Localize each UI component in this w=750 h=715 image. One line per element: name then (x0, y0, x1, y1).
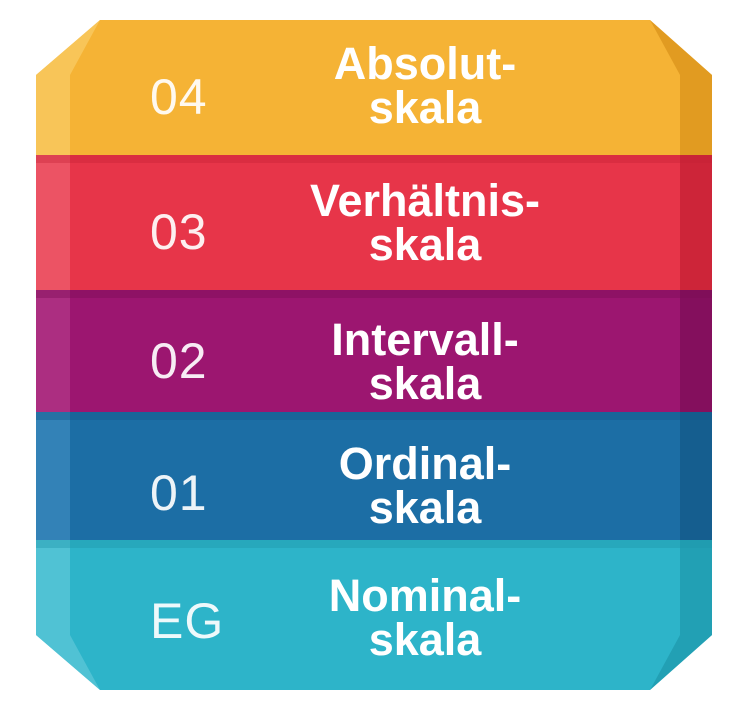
level-eg-label-line2: skala (368, 614, 482, 665)
level-04-number: 04 (150, 69, 208, 125)
level-01: 01 Ordinal- skala (0, 412, 750, 562)
level-eg-block (36, 540, 712, 690)
level-03-label-line1: Verhältnis- (309, 175, 541, 226)
level-01-label-line1: Ordinal- (338, 438, 512, 489)
level-01-number: 01 (150, 465, 208, 521)
level-eg-label: Nominal- skala (250, 570, 600, 665)
level-04-label-line2: skala (368, 82, 482, 133)
level-01-label: Ordinal- skala (250, 438, 600, 533)
level-02: 02 Intervall- skala (0, 290, 750, 430)
level-01-label-line2: skala (368, 482, 482, 533)
level-02-label: Intervall- skala (250, 314, 600, 409)
level-02-block (36, 290, 712, 430)
level-eg-label-line1: Nominal- (328, 570, 522, 621)
level-03-label-line2: skala (368, 219, 482, 270)
level-04-block (36, 20, 712, 170)
level-eg-number: EG (150, 593, 225, 649)
level-03: 03 Verhältnis- skala (0, 155, 750, 305)
level-04: 04 Absolut- skala (0, 20, 750, 170)
level-03-number: 03 (150, 204, 208, 260)
level-02-number: 02 (150, 333, 208, 389)
level-01-block (36, 412, 712, 562)
level-02-label-line1: Intervall- (331, 314, 519, 365)
level-04-label-line1: Absolut- (333, 38, 517, 89)
level-04-label: Absolut- skala (250, 38, 600, 133)
level-eg: EG Nominal- skala (0, 540, 750, 690)
level-03-label: Verhältnis- skala (250, 175, 600, 270)
level-03-block (36, 155, 712, 305)
level-02-label-line2: skala (368, 358, 482, 409)
